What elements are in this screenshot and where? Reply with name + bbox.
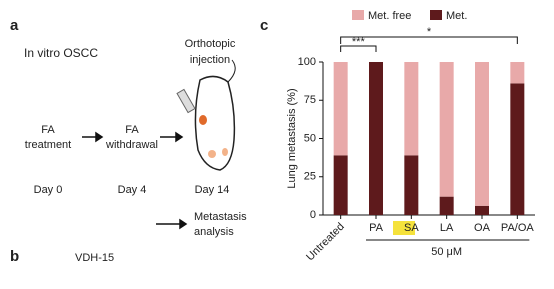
step-text: FA bbox=[125, 124, 139, 136]
bar-segment bbox=[369, 62, 383, 215]
legend-label: Met. free bbox=[368, 10, 411, 22]
y-tick-label: 100 bbox=[298, 56, 316, 68]
x-tick-label: OA bbox=[474, 222, 491, 234]
legend-label: Met. bbox=[446, 10, 467, 22]
bar-segment bbox=[404, 62, 419, 156]
legend-swatch bbox=[430, 10, 442, 20]
bar-segment bbox=[510, 62, 525, 84]
bar-segment bbox=[439, 196, 454, 215]
y-tick-label: 50 bbox=[304, 132, 316, 144]
step-text: FA bbox=[41, 124, 55, 136]
bar-segment bbox=[475, 62, 489, 206]
bar-segment bbox=[333, 155, 348, 215]
bar-segment bbox=[510, 83, 525, 215]
step-text: Orthotopic bbox=[185, 38, 236, 50]
bar-segment bbox=[404, 155, 419, 215]
legend-swatch bbox=[352, 10, 364, 20]
significance-bracket bbox=[340, 45, 377, 52]
x-tick-label: PA/OA bbox=[501, 222, 534, 234]
step-text: injection bbox=[190, 54, 230, 66]
y-tick-label: 25 bbox=[304, 171, 316, 183]
step-text: Metastasis bbox=[194, 211, 247, 223]
y-tick-label: 0 bbox=[310, 209, 316, 221]
day-label: Day 14 bbox=[195, 184, 230, 196]
panel-label: c bbox=[260, 17, 268, 34]
bar-segment bbox=[439, 62, 454, 197]
step-text: treatment bbox=[25, 139, 71, 151]
x-tick-label: PA bbox=[369, 222, 384, 234]
arrows bbox=[82, 131, 188, 230]
significance-label: * bbox=[427, 26, 432, 38]
step-text: analysis bbox=[194, 226, 234, 238]
bar-segment bbox=[475, 205, 489, 215]
x-tick-label: SA bbox=[404, 222, 419, 234]
day-label: Day 0 bbox=[34, 184, 63, 196]
highlight bbox=[393, 221, 415, 235]
y-tick-label: 75 bbox=[304, 94, 316, 106]
group-label: 50 μM bbox=[431, 246, 462, 258]
mouse-illustration bbox=[176, 59, 236, 171]
significance-label: *** bbox=[352, 36, 366, 48]
panel-label: b bbox=[10, 248, 19, 265]
bar-segment bbox=[333, 62, 348, 156]
step-text: withdrawal bbox=[105, 139, 158, 151]
x-tick-label: Untreated bbox=[304, 221, 347, 264]
x-tick-label: LA bbox=[440, 222, 454, 234]
y-axis-label: Lung metastasis (%) bbox=[286, 88, 298, 188]
panel-title: VDH-15 bbox=[75, 252, 114, 264]
panel-label: a bbox=[10, 17, 19, 34]
panel-title: In vitro OSCC bbox=[24, 46, 98, 60]
day-label: Day 4 bbox=[118, 184, 147, 196]
significance-bracket bbox=[340, 36, 518, 44]
